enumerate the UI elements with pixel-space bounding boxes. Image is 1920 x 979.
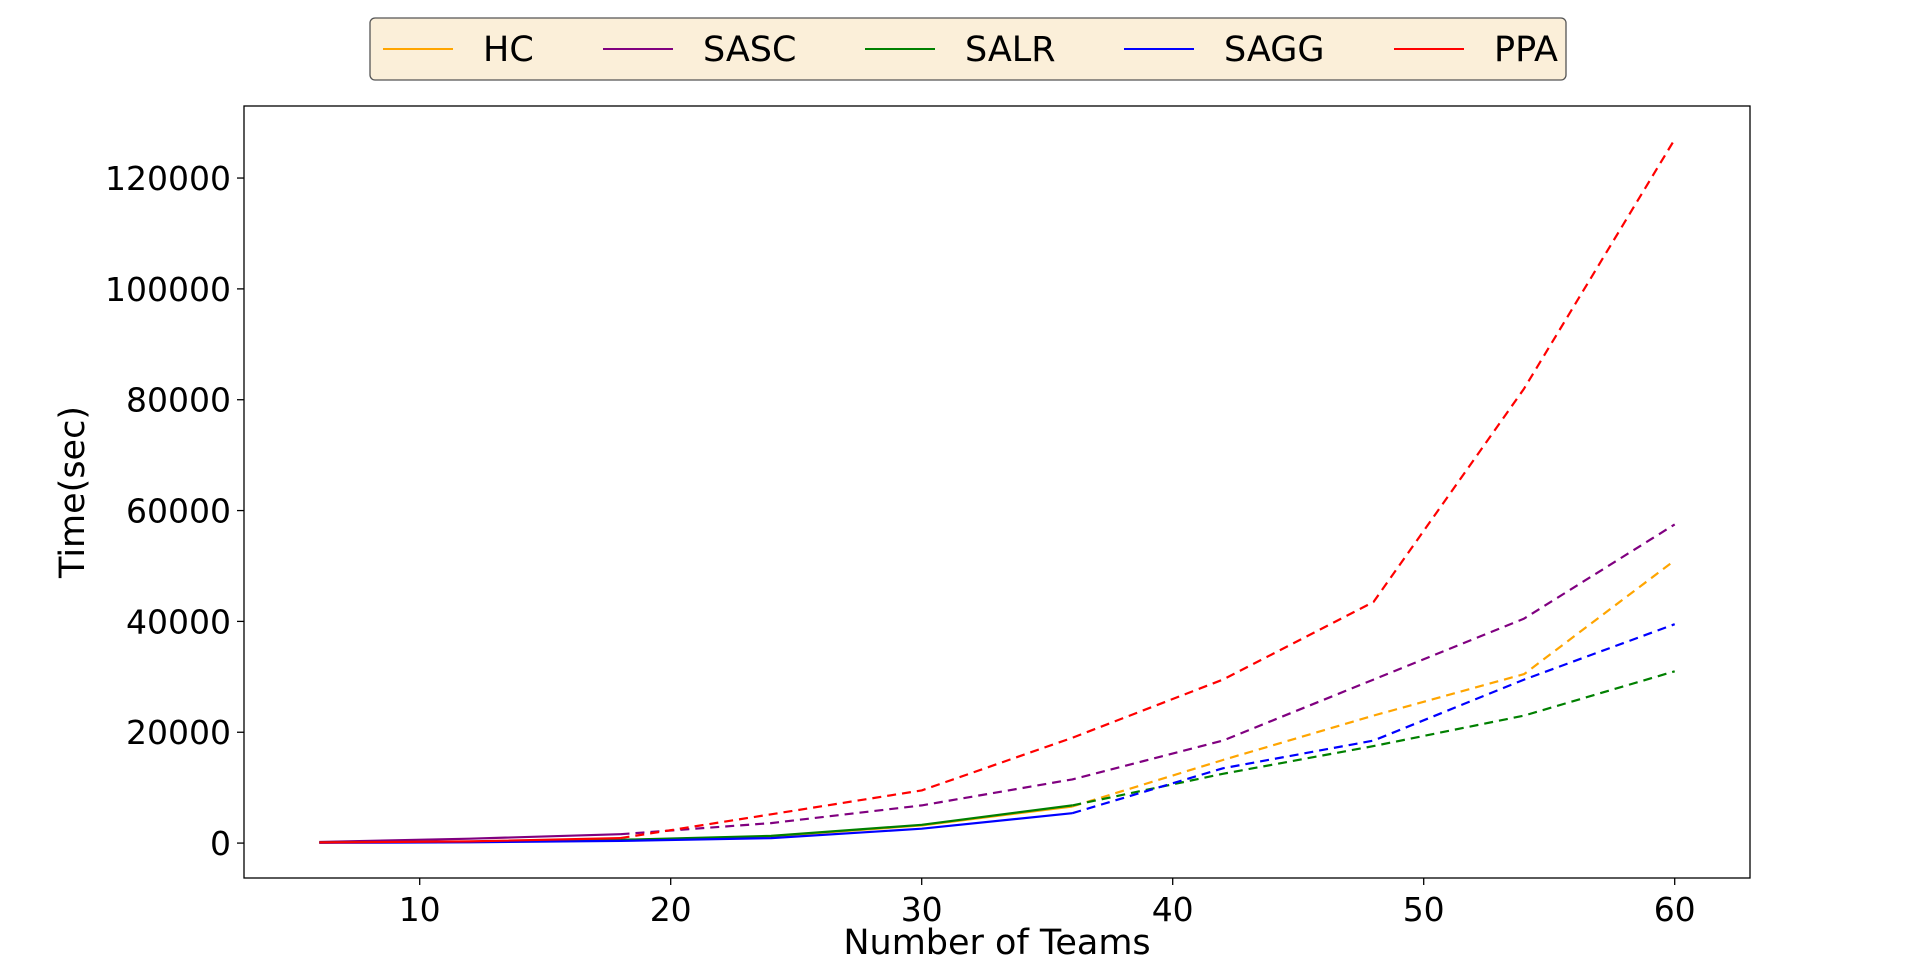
x-tick-label: 30 [901,890,943,929]
legend-item-ppa: PPA [1394,30,1558,70]
legend-label: SAGG [1224,30,1324,70]
y-tick-label: 120000 [105,159,231,198]
legend: HC SASC SALR SAGG PPA [369,17,1567,81]
y-axis-label: Time(sec) [53,406,93,579]
series-sasc-dashed-line [620,523,1676,836]
legend-item-hc: HC [383,30,534,70]
x-axis: 10 20 30 40 50 60 [399,878,1696,929]
y-tick-label: 60000 [126,492,231,531]
x-tick-label: 10 [399,890,441,929]
y-tick-label: 20000 [126,713,231,752]
x-tick-label: 50 [1403,890,1445,929]
series-sagg [319,623,1676,844]
series-salr-dashed-line [1072,670,1676,807]
y-tick-label: 80000 [126,381,231,420]
series-sagg-dashed-line [1071,623,1676,815]
legend-label: HC [483,30,534,70]
legend-item-salr: SALR [865,30,1056,70]
legend-box [369,17,1567,81]
series-hc [319,559,1676,844]
x-tick-label: 60 [1654,890,1696,929]
y-tick-label: 40000 [126,602,231,641]
x-tick-label: 40 [1152,890,1194,929]
series-layer [319,138,1676,844]
series-hc-dashed-line [1071,559,1676,808]
x-axis-label: Number of Teams [843,923,1150,963]
legend-item-sagg: SAGG [1124,30,1324,70]
legend-label: SASC [703,30,796,70]
y-tick-label: 0 [210,824,231,863]
series-sasc [319,523,1676,844]
series-ppa [319,138,1676,844]
legend-label: SALR [965,30,1056,70]
y-tick-label: 100000 [105,270,231,309]
plot-frame [243,105,1751,879]
series-sasc-solid-line [319,833,621,844]
y-axis: 0 20000 40000 60000 80000 100000 120000 [105,159,244,863]
series-ppa-solid-line [319,837,621,844]
series-ppa-dashed-line [620,138,1676,840]
legend-label: PPA [1494,30,1558,70]
legend-item-sasc: SASC [603,30,796,70]
x-tick-label: 20 [650,890,692,929]
